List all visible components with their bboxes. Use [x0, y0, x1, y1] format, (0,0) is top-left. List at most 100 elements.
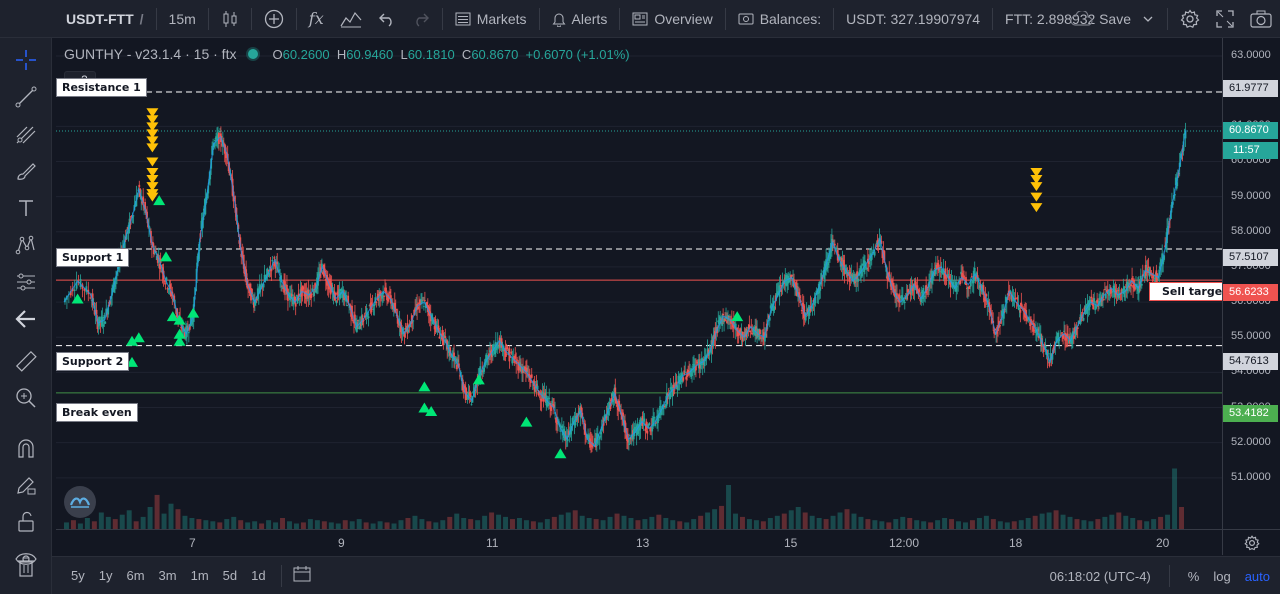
chart-canvas[interactable] [56, 38, 1222, 529]
candle-body [940, 269, 943, 273]
pattern-tool[interactable] [12, 231, 40, 259]
bell-icon [552, 13, 566, 27]
candle-body [1037, 335, 1040, 339]
crosshair-tool[interactable] [12, 46, 40, 74]
redo-button[interactable] [404, 0, 438, 38]
candle-body [540, 398, 543, 402]
text-tool[interactable] [12, 194, 40, 222]
cloud-icon [1070, 11, 1093, 26]
lock-tool[interactable] [12, 508, 40, 536]
breakeven-label[interactable]: Break even [56, 403, 138, 422]
drawing-mode-tool[interactable] [12, 471, 40, 499]
candle-body [421, 299, 423, 304]
candle-body [859, 270, 861, 273]
fullscreen-button[interactable] [1208, 0, 1242, 38]
time-scale[interactable]: 7 9 11 13 15 12:00 18 20 [56, 529, 1222, 555]
scale-settings-button[interactable] [1222, 529, 1280, 555]
candle-body [248, 284, 250, 285]
auto-scale-button[interactable]: auto [1244, 568, 1270, 584]
candle-body [501, 347, 504, 352]
brush-tool[interactable] [12, 157, 40, 185]
markets-button[interactable]: Markets [447, 0, 535, 38]
range-1d-button[interactable]: 1d [251, 568, 266, 583]
support1-label[interactable]: Support 1 [56, 248, 130, 267]
candle-body [634, 428, 637, 431]
undo-button[interactable] [370, 0, 404, 38]
candle-body [165, 277, 168, 281]
candle-body [650, 426, 653, 429]
range-5d-button[interactable]: 5d [222, 568, 238, 583]
price-scale[interactable]: 63.000062.000061.000060.000059.000058.00… [1222, 38, 1280, 555]
time-tick: 7 [189, 536, 196, 550]
zoom-tool[interactable] [12, 384, 40, 412]
volume-bar [391, 523, 397, 529]
support2-label[interactable]: Support 2 [56, 352, 130, 371]
range-1m-button[interactable]: 1m [190, 568, 209, 583]
percent-scale-button[interactable]: % [1187, 568, 1200, 584]
candle-body [292, 300, 295, 305]
candle-style-button[interactable] [213, 0, 247, 38]
support2-price-label: 54.7613 [1223, 353, 1278, 370]
candle-body [662, 408, 665, 409]
volume-bar [677, 521, 683, 529]
candle-body [69, 291, 72, 296]
compare-button[interactable] [256, 0, 292, 38]
candle-body [607, 411, 610, 415]
settings-button[interactable] [1172, 0, 1208, 38]
sell-target-label[interactable]: Sell target [1149, 282, 1222, 301]
volume-bar [168, 503, 174, 529]
candle-body [271, 259, 274, 262]
candle-body [706, 348, 709, 355]
magnet-tool[interactable] [12, 434, 40, 462]
screenshot-button[interactable] [1242, 0, 1280, 38]
candle-body [616, 405, 619, 407]
candle-body [366, 313, 369, 315]
goto-date-button[interactable] [286, 566, 318, 585]
candle-body [1105, 289, 1108, 293]
range-3m-button[interactable]: 3m [158, 568, 177, 583]
prediction-tool[interactable] [12, 268, 40, 296]
candle-body [1120, 289, 1123, 294]
resistance-label[interactable]: Resistance 1 [56, 78, 147, 97]
log-scale-button[interactable]: log [1213, 568, 1231, 584]
volume-bar [105, 516, 111, 529]
fib-tool[interactable] [12, 120, 40, 148]
candle-body [399, 323, 402, 333]
candle-body [154, 250, 157, 252]
candle-body [348, 306, 351, 308]
candle-body [801, 302, 804, 310]
candle-body [978, 285, 981, 288]
measure-tool[interactable] [12, 347, 40, 375]
buy-signal-marker [554, 448, 567, 459]
candle-body [946, 274, 949, 276]
candle-body [720, 318, 723, 321]
divider [155, 7, 157, 30]
candle-body [296, 296, 299, 304]
templates-button[interactable] [332, 0, 370, 38]
indicators-button[interactable]: fx [301, 0, 332, 38]
sell-signal-marker [146, 115, 159, 125]
candle-body [254, 301, 257, 304]
balances-label: Balances: [759, 10, 822, 27]
candle-body [856, 271, 859, 279]
candle-body [1093, 298, 1096, 303]
save-button[interactable]: Save [1061, 0, 1163, 38]
range-5y-button[interactable]: 5y [71, 568, 85, 583]
candle-body [357, 327, 360, 329]
symbol-search[interactable]: USDT-FTT / [0, 0, 152, 38]
interval-button[interactable]: 15m [161, 0, 204, 38]
chart-pane[interactable]: GUNTHY - v23.1.4 · 15 · ftx O60.2600 H60… [56, 38, 1222, 555]
range-1y-button[interactable]: 1y [98, 568, 113, 583]
candle-body [1121, 290, 1124, 293]
trendline-tool[interactable] [12, 83, 40, 111]
candle-body [275, 261, 278, 264]
delete-drawings-button[interactable] [12, 553, 40, 581]
balances-button[interactable]: Balances: [730, 0, 829, 38]
candle-body [803, 312, 806, 320]
volume-bar [1109, 514, 1115, 529]
overview-button[interactable]: Overview [624, 0, 720, 38]
alerts-button[interactable]: Alerts [544, 0, 616, 38]
back-tool[interactable] [12, 305, 40, 333]
candle-body [278, 269, 281, 273]
range-6m-button[interactable]: 6m [126, 568, 145, 583]
